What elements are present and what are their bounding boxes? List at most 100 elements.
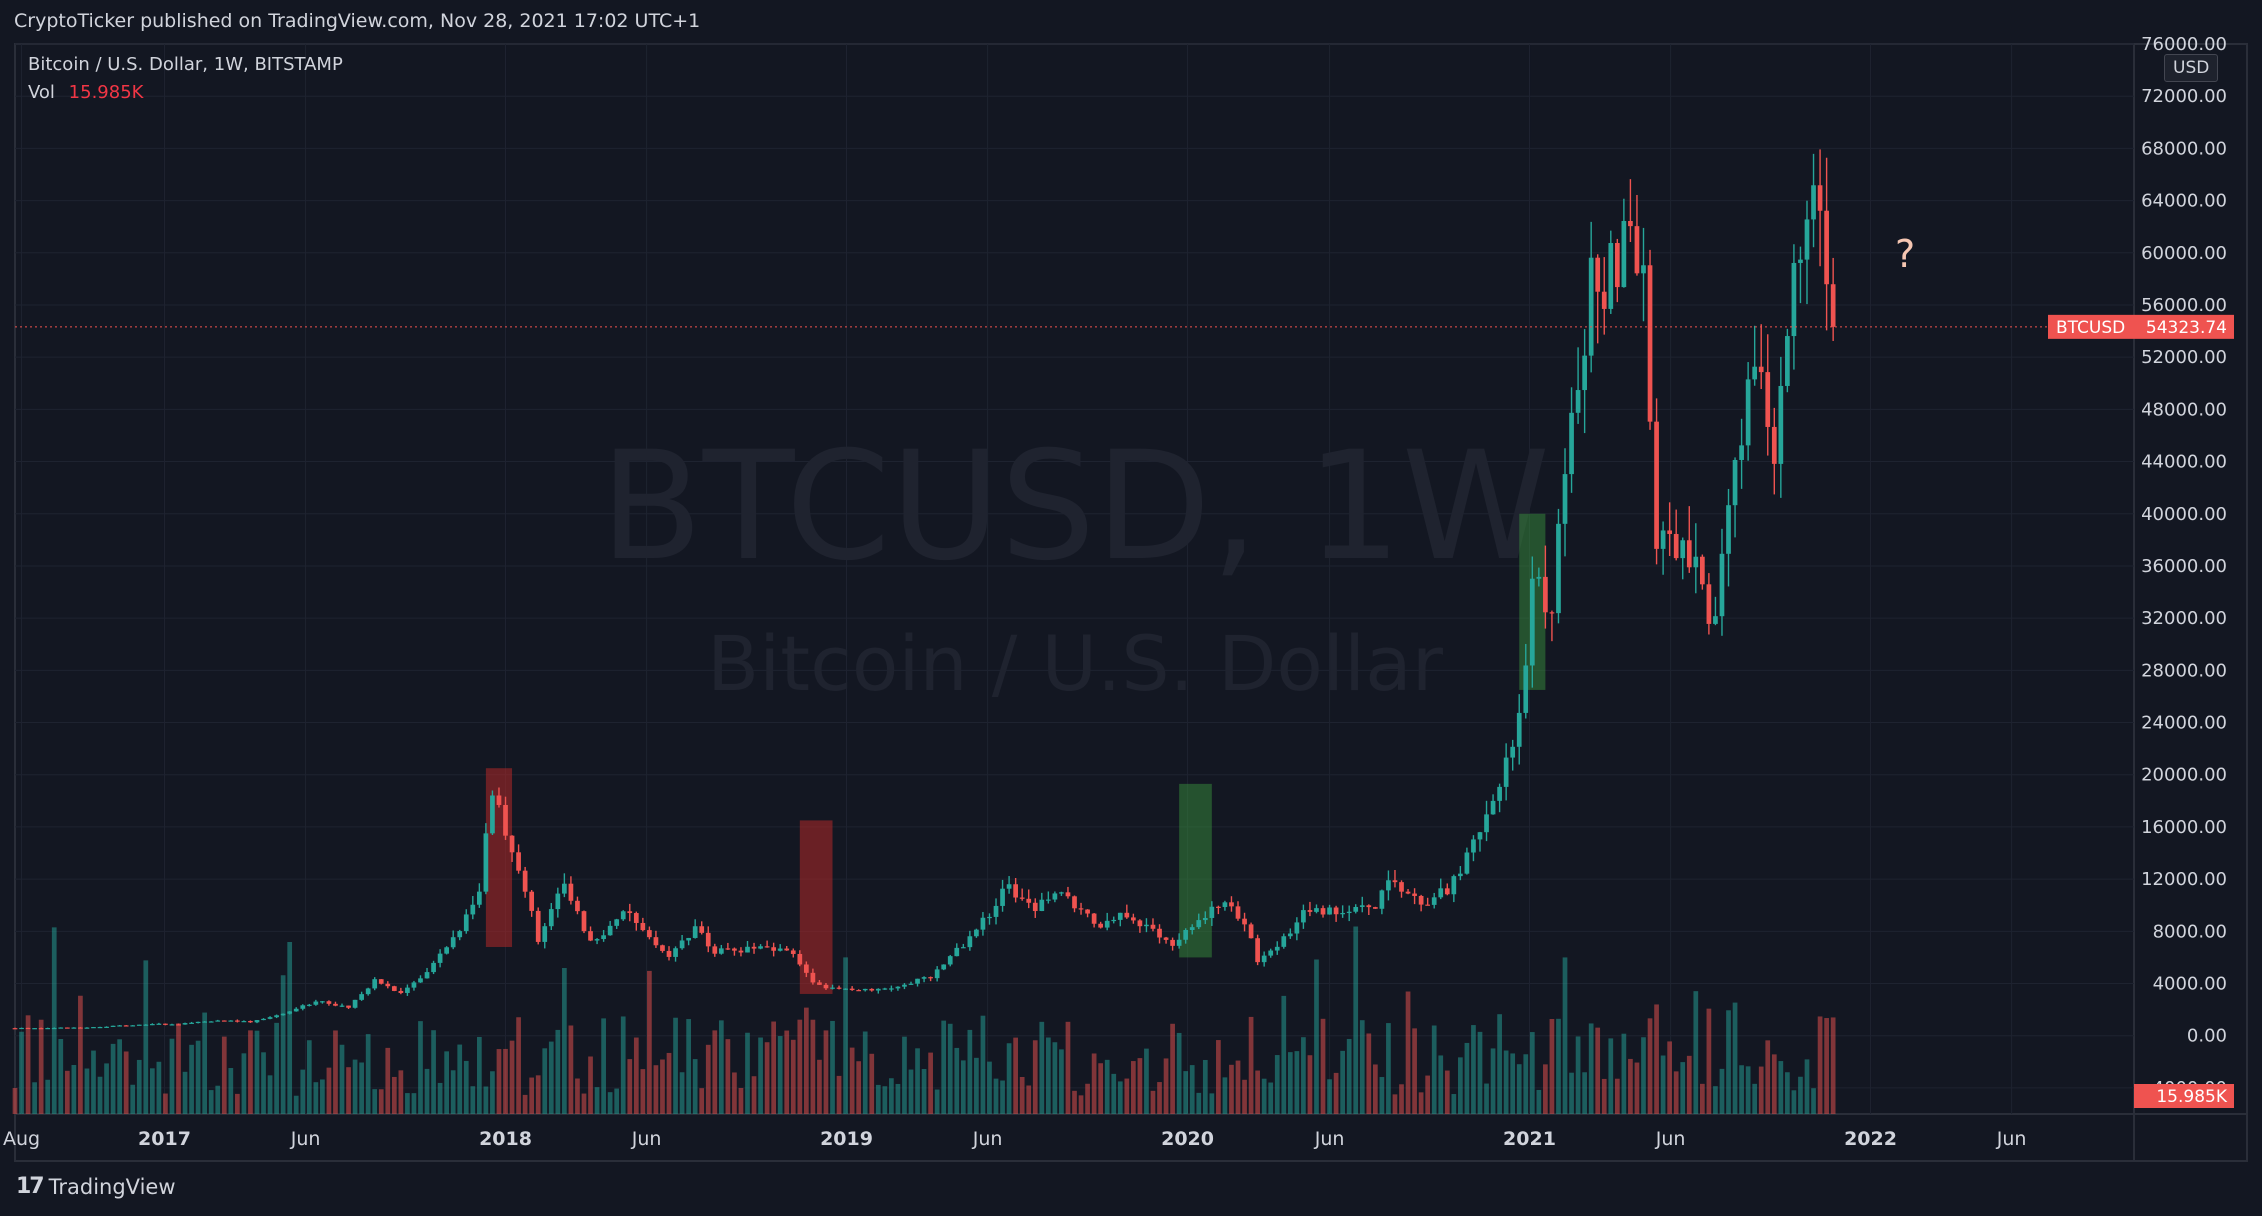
candle-body	[326, 1001, 332, 1004]
volume-bar	[1052, 1042, 1058, 1114]
volume-bar	[548, 1041, 554, 1114]
candle-body	[947, 956, 953, 965]
legend-vol-label: Vol	[28, 82, 55, 103]
volume-bar	[967, 1029, 973, 1114]
candle-body	[1791, 262, 1797, 337]
volume-bar	[1032, 1040, 1038, 1114]
volume-bar	[32, 1082, 37, 1114]
candle-body	[248, 1021, 253, 1023]
candle-body	[575, 900, 580, 912]
candle-body	[686, 937, 691, 941]
volume-bar	[195, 1040, 201, 1114]
volume-bar	[1098, 1063, 1104, 1114]
candle-body	[91, 1027, 96, 1029]
publisher-line: CryptoTicker published on TradingView.co…	[14, 10, 701, 32]
candle-body	[1104, 920, 1110, 928]
volume-bar	[1811, 1088, 1816, 1114]
chart-border	[14, 43, 2248, 1162]
tradingview-logo-text: TradingView	[48, 1174, 176, 1199]
volume-bar	[1314, 959, 1319, 1114]
volume-bar	[1438, 1055, 1444, 1114]
candle-body	[660, 945, 665, 951]
price-tick-label: 64000.00	[2141, 191, 2227, 212]
time-tick-label: 2022	[1844, 1128, 1897, 1150]
candle-body	[1543, 576, 1548, 613]
candle-body	[895, 986, 901, 989]
volume-bar	[516, 1017, 521, 1114]
candle-body	[1699, 556, 1705, 585]
volume-bar	[993, 1078, 999, 1114]
candle-body	[176, 1024, 181, 1026]
candle-body	[254, 1020, 260, 1023]
legend-volume-line[interactable]: Vol 15.985K	[28, 82, 143, 103]
candle-body	[627, 911, 633, 914]
watermark-line1: BTCUSD, 1W	[600, 420, 1550, 594]
volume-bar	[313, 1082, 319, 1114]
candle-body	[1569, 412, 1574, 475]
candle-body	[228, 1020, 234, 1022]
volume-bar	[1281, 995, 1287, 1114]
volume-bar	[1778, 1061, 1784, 1114]
candle-body	[718, 948, 724, 954]
volume-bar	[1647, 1018, 1653, 1114]
volume-bar	[1634, 1062, 1640, 1114]
volume-bar	[804, 1007, 809, 1114]
tradingview-logo[interactable]: 17 TradingView	[16, 1174, 176, 1199]
volume-bar	[267, 1075, 273, 1114]
candle-body	[45, 1028, 51, 1030]
volume-bar	[1516, 1064, 1522, 1114]
candle-body	[1713, 616, 1718, 624]
volume-bar	[12, 1087, 18, 1114]
annotation-question-mark: ?	[1895, 232, 1915, 276]
volume-bar	[385, 1047, 391, 1114]
candle-body	[300, 1005, 306, 1009]
candle-body	[51, 1027, 57, 1030]
candle-body	[594, 939, 600, 941]
volume-bar	[1065, 1021, 1071, 1114]
volume-bar	[450, 1070, 456, 1114]
candle-body	[601, 935, 606, 940]
candle-body	[607, 925, 613, 936]
candle-body	[915, 978, 920, 984]
volume-bar	[522, 1094, 528, 1114]
candle-body	[712, 946, 718, 954]
volume-bar	[300, 1069, 306, 1114]
volume-bar	[673, 1017, 678, 1114]
volume-bar	[149, 1068, 155, 1114]
volume-bar	[771, 1021, 777, 1114]
volume-bar	[1268, 1082, 1274, 1114]
volume-bar	[241, 1053, 247, 1114]
volume-bar	[1333, 1072, 1339, 1114]
candle-body	[1601, 291, 1607, 309]
candle-body	[163, 1023, 168, 1025]
volume-bar	[1261, 1078, 1267, 1114]
volume-bar	[372, 1089, 378, 1114]
candle-body	[1824, 210, 1829, 285]
legend-symbol-line[interactable]: Bitcoin / U.S. Dollar, 1W, BITSTAMP	[28, 54, 343, 75]
volume-bar	[594, 1087, 600, 1114]
candle-body	[705, 932, 711, 947]
volume-bar	[169, 1038, 175, 1114]
volume-bar	[1372, 1064, 1378, 1114]
volume-bar	[1752, 1083, 1758, 1114]
candle-body	[287, 1011, 293, 1014]
candle-body	[1732, 459, 1738, 506]
candle-body	[117, 1025, 122, 1027]
candle-body	[189, 1022, 194, 1024]
volume-bar	[405, 1093, 410, 1114]
candle-body	[673, 948, 678, 957]
candle-body	[751, 946, 757, 949]
volume-bar	[1359, 1020, 1365, 1114]
volume-bar	[1222, 1077, 1228, 1114]
volume-bar	[333, 1030, 338, 1114]
volume-bar	[1699, 1083, 1705, 1114]
currency-button[interactable]: USD	[2164, 54, 2219, 82]
candle-body	[1412, 893, 1417, 896]
volume-bar	[1189, 1065, 1195, 1114]
volume-bar	[666, 1052, 672, 1114]
volume-bar	[1137, 1058, 1143, 1114]
candle-body	[398, 990, 404, 993]
candle-body	[535, 910, 541, 942]
candle-body	[136, 1024, 142, 1026]
